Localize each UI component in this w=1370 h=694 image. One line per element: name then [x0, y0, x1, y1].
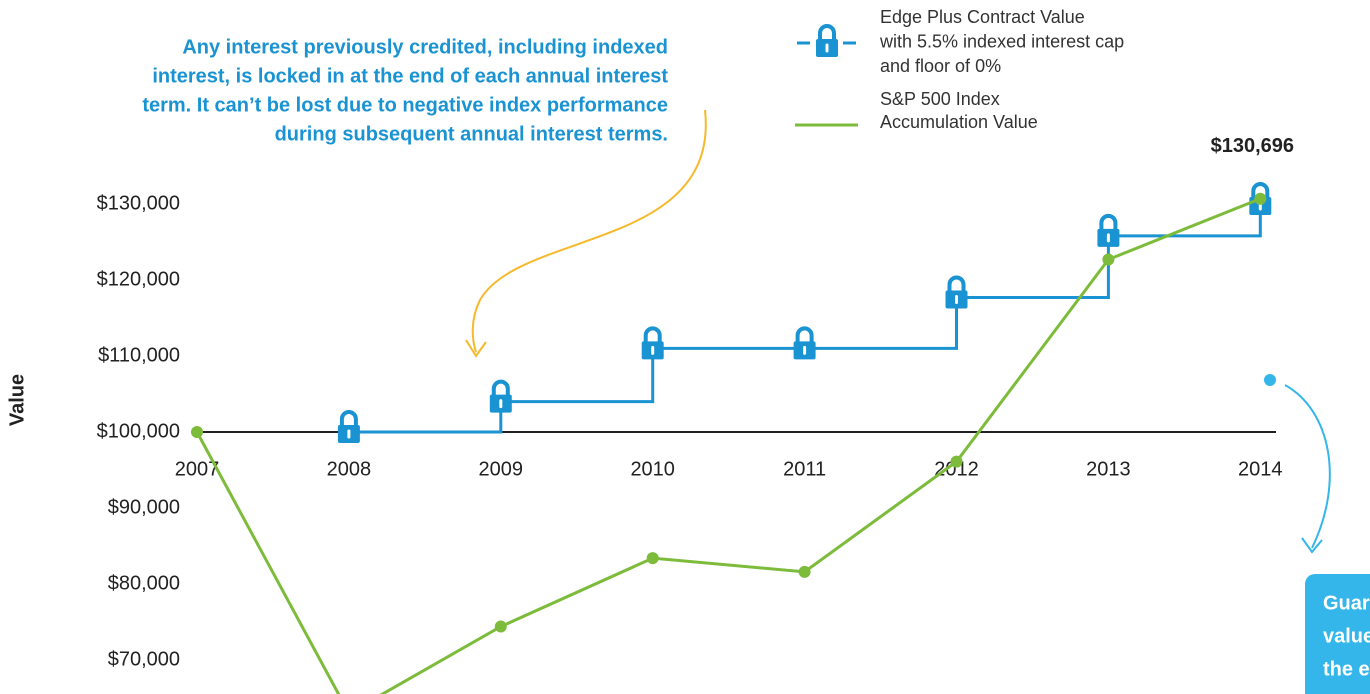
- lock-shackle: [1099, 213, 1118, 230]
- lock-shackle: [643, 326, 662, 343]
- y-tick-label: $90,000: [108, 496, 180, 518]
- annotation-line: interest, is locked in at the end of eac…: [152, 65, 668, 87]
- y-tick-label: $120,000: [97, 268, 180, 290]
- lock-shackle: [795, 326, 814, 343]
- y-tick-label: $130,000: [97, 192, 180, 214]
- x-tick-label: 2007: [175, 458, 220, 480]
- legend: Edge Plus Contract Value with 5.5% indexe…: [795, 7, 1124, 132]
- data-label: $130,696: [1211, 135, 1294, 157]
- x-tick-label: 2009: [479, 458, 524, 480]
- legend-label: and floor of 0%: [880, 56, 1001, 76]
- callout-line: Guaranteed minimum: [1323, 592, 1370, 614]
- arrow-head: [465, 339, 487, 358]
- callout-arrow: [1284, 384, 1331, 549]
- x-tick-label: 2008: [327, 458, 372, 480]
- y-tick-label: $80,000: [108, 572, 180, 594]
- x-tick-label: 2013: [1086, 458, 1131, 480]
- point: [950, 455, 963, 468]
- lock-marker: [337, 410, 360, 443]
- legend-lock: [816, 24, 838, 57]
- x-tick-label: 2012: [934, 458, 979, 480]
- legend-label: Accumulation Value: [880, 112, 1038, 132]
- annotation-line: term. It can’t be lost due to negative i…: [142, 94, 668, 116]
- point: [1254, 192, 1267, 205]
- point: [798, 565, 811, 578]
- lock-shackle: [818, 24, 836, 40]
- legend-label: Edge Plus Contract Value: [880, 7, 1085, 27]
- point: [191, 426, 203, 438]
- step-line: [348, 204, 1262, 434]
- point: [646, 552, 659, 565]
- x-tick-label: 2011: [783, 458, 826, 480]
- y-tick-label: $110,000: [98, 344, 180, 366]
- y-tick-label: $70,000: [108, 648, 180, 670]
- legend-label: S&P 500 Index: [880, 89, 1000, 109]
- callout-text: Guaranteed minimum value is $107,214 at th…: [1323, 592, 1370, 680]
- point: [494, 620, 507, 633]
- legend-label: with 5.5% indexed interest cap: [879, 31, 1124, 51]
- callout-dot: [1264, 374, 1276, 386]
- lock-shackle: [1251, 182, 1270, 198]
- x-tick-label: 2014: [1238, 458, 1283, 480]
- y-axis-label: Value: [6, 374, 28, 426]
- annotation-line: during subsequent annual interest terms.: [275, 123, 668, 145]
- annotation-arrow: [471, 109, 707, 353]
- callout-line: value is $107,214 at: [1323, 625, 1370, 647]
- lock-shackle: [491, 379, 510, 396]
- line: [195, 197, 1261, 694]
- lock-shackle: [339, 410, 358, 426]
- arrow-head: [1301, 537, 1323, 554]
- callout-line: the end of year 7: [1323, 658, 1370, 680]
- annotation-line: Any interest previously credited, includ…: [182, 36, 668, 58]
- point: [1102, 253, 1115, 266]
- x-tick-label: 2010: [630, 458, 675, 480]
- lock-shackle: [947, 275, 966, 292]
- lock-marker: [945, 275, 968, 309]
- lock-marker: [489, 379, 512, 413]
- callout-box: [1305, 574, 1370, 694]
- lock-marker: [641, 326, 664, 360]
- y-tick-label: $100,000: [97, 420, 180, 442]
- lock-marker: [1097, 213, 1120, 247]
- annotation: Any interest previously credited, includ…: [142, 36, 668, 145]
- lock-marker: [793, 326, 816, 360]
